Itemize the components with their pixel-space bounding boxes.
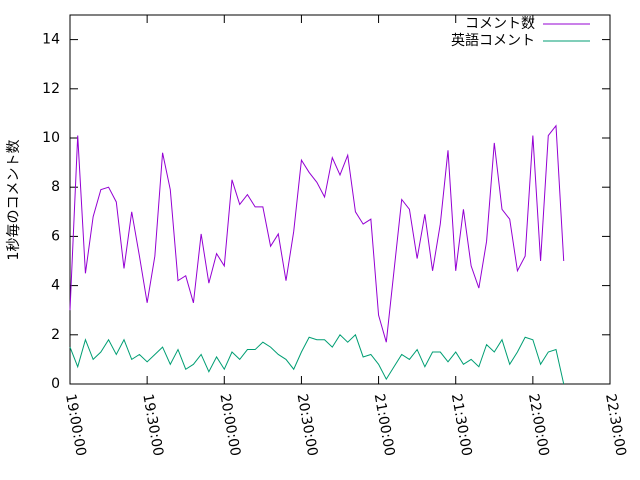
legend-label: 英語コメント bbox=[451, 32, 535, 49]
y-tick-label: 14 bbox=[42, 32, 60, 48]
plot-frame bbox=[69, 14, 611, 385]
series-line bbox=[69, 124, 565, 343]
x-tick-label: 21:30:00 bbox=[448, 393, 475, 458]
y-tick-label: 8 bbox=[51, 179, 60, 195]
x-tick-label: 22:00:00 bbox=[525, 393, 552, 458]
y-tick-label: 10 bbox=[42, 130, 60, 146]
y-tick-label: 12 bbox=[42, 81, 60, 97]
x-tick-label: 19:30:00 bbox=[139, 393, 166, 458]
series-line bbox=[69, 333, 565, 385]
y-tick-label: 0 bbox=[51, 376, 60, 392]
x-tick-label: 22:30:00 bbox=[602, 393, 629, 458]
y-tick-label: 6 bbox=[51, 228, 60, 244]
y-tick-label: 2 bbox=[51, 327, 60, 343]
y-tick-label: 4 bbox=[51, 278, 60, 294]
y-axis-label: 1秒毎のコメント数 bbox=[6, 140, 22, 261]
x-tick-label: 20:00:00 bbox=[216, 393, 243, 458]
x-tick-label: 21:00:00 bbox=[371, 393, 398, 458]
x-tick-label: 19:00:00 bbox=[62, 393, 89, 458]
x-tick-label: 20:30:00 bbox=[294, 393, 321, 458]
legend-label: コメント数 bbox=[465, 16, 535, 32]
